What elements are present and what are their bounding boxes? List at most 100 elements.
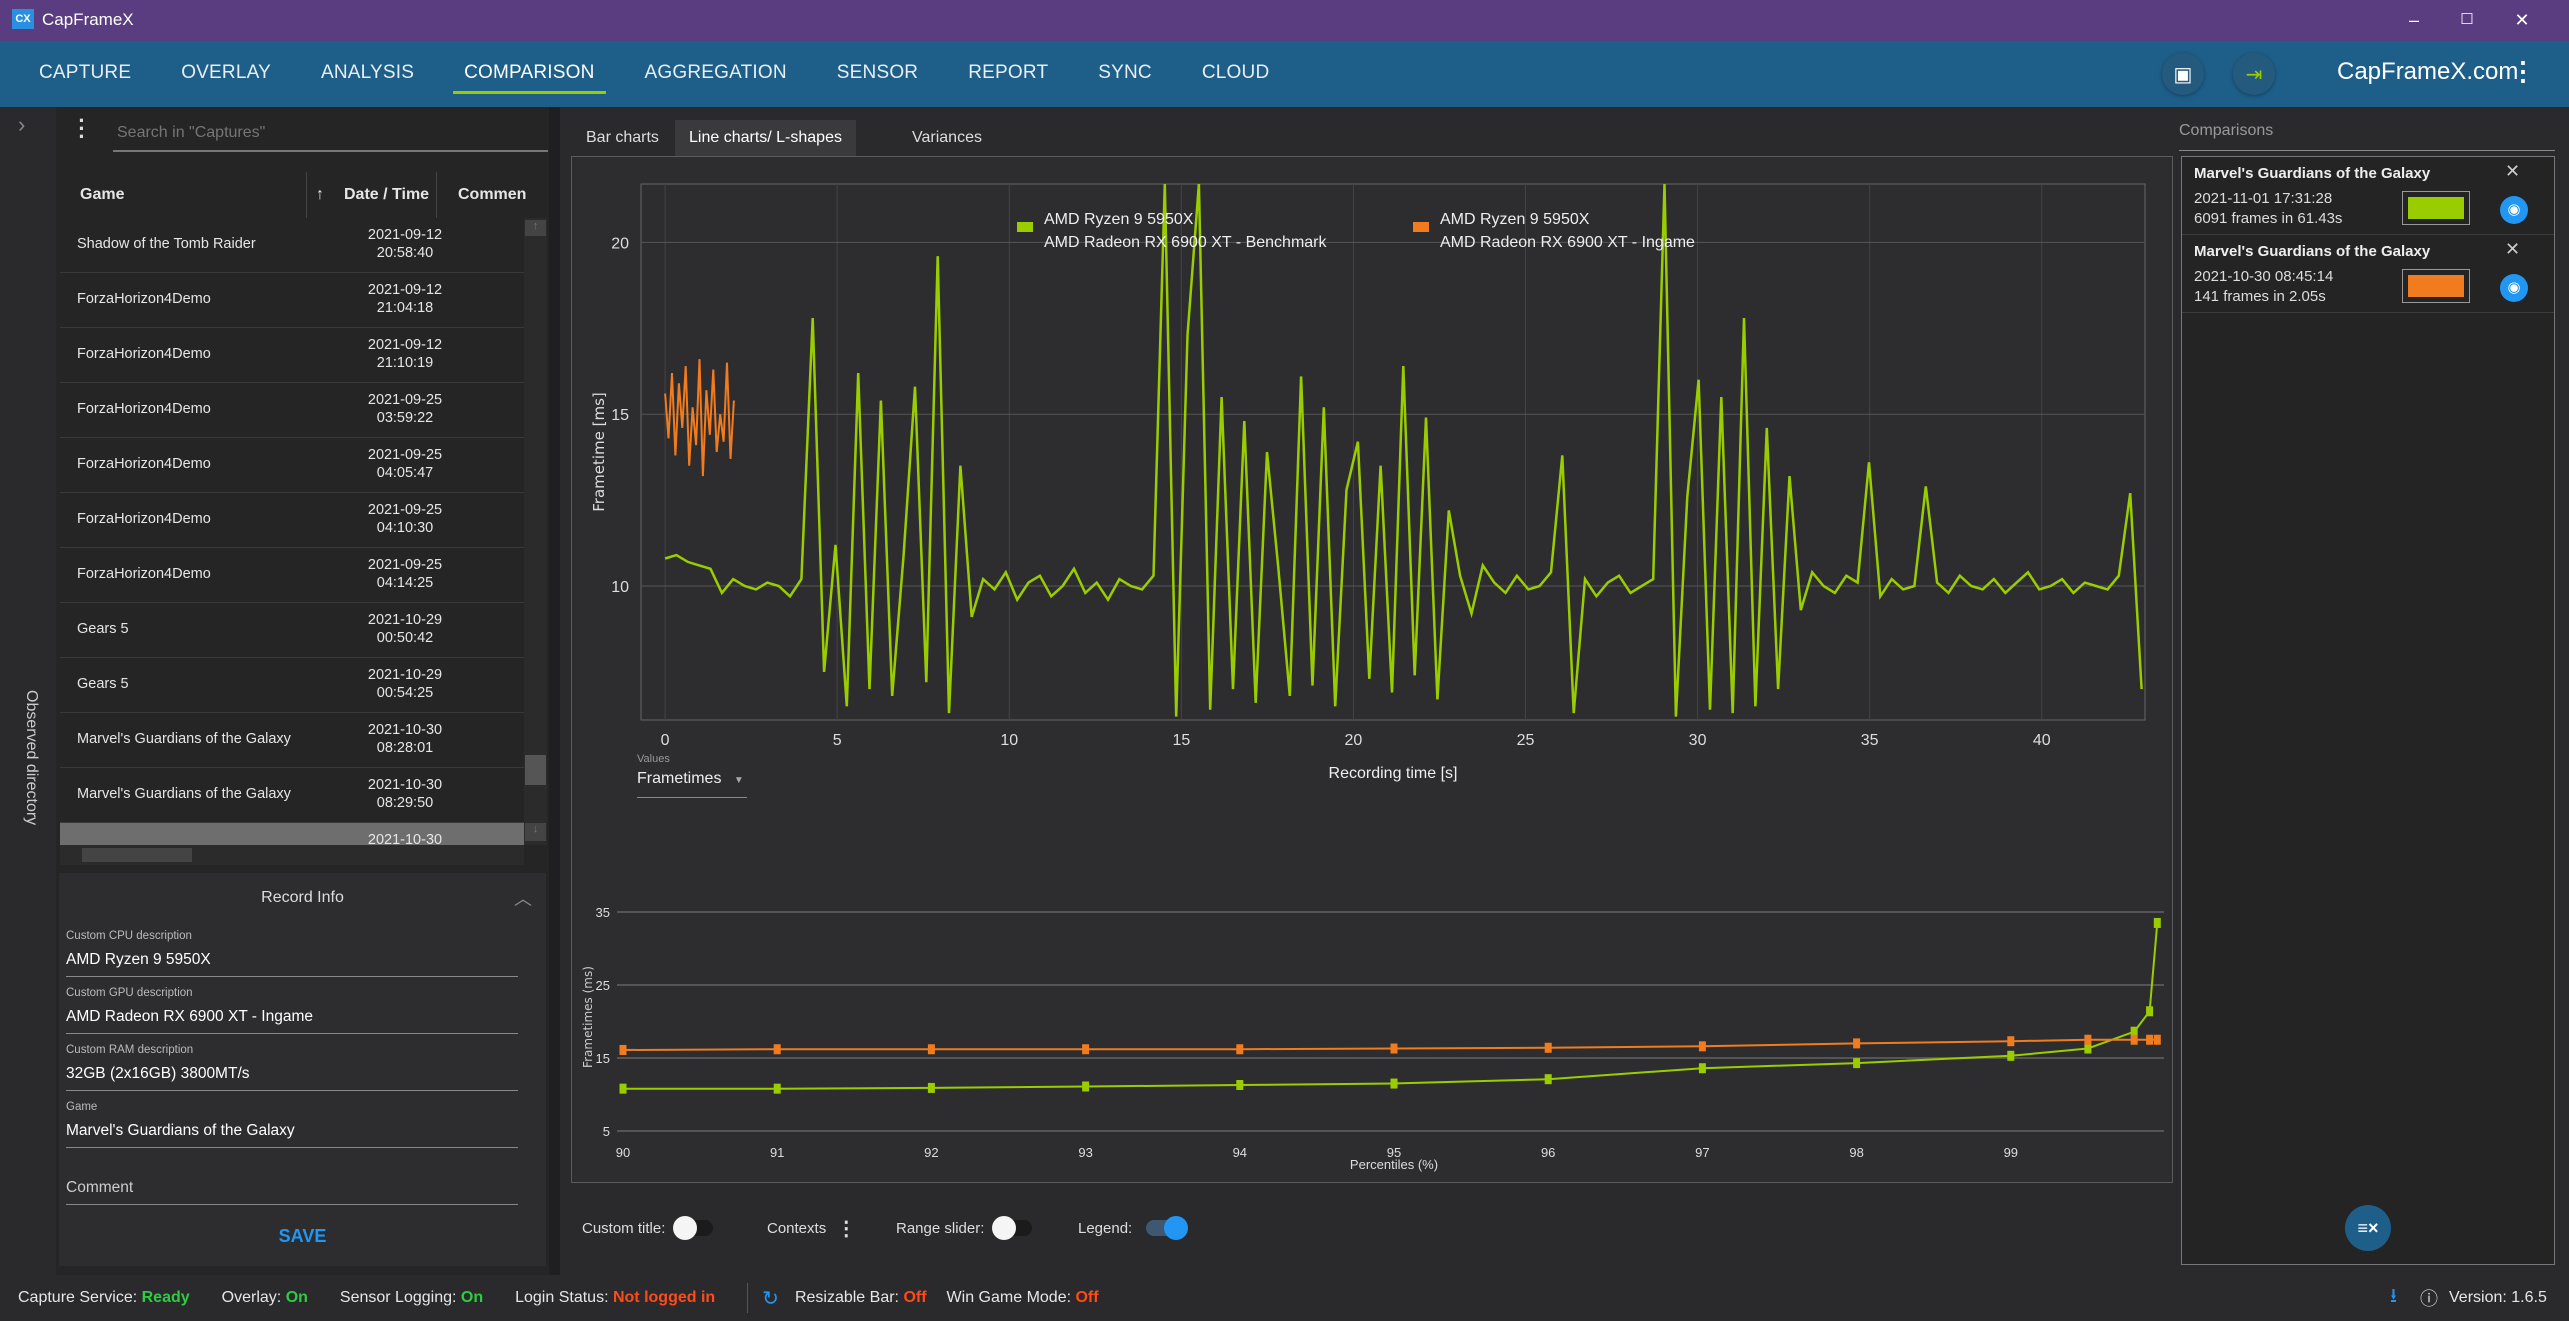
scroll-up-icon[interactable]: ↑: [525, 220, 546, 236]
nav-capture[interactable]: CAPTURE: [39, 62, 132, 83]
search-options-icon[interactable]: · · ·: [78, 108, 86, 149]
comment-field[interactable]: Comment: [66, 1179, 134, 1196]
remove-icon[interactable]: ✕: [2505, 161, 2521, 181]
row-datetime: 2021-10-30: [350, 831, 460, 849]
percentile-point-benchmark: [1082, 1081, 1090, 1092]
tab-variances[interactable]: Variances: [912, 129, 982, 146]
nav-aggregation[interactable]: AGGREGATION: [644, 62, 787, 83]
version-info: Version: 1.6.5: [2449, 1289, 2547, 1307]
comparison-datetime: 2021-11-01 17:31:28: [2194, 190, 2333, 207]
table-row[interactable]: Shadow of the Tomb Raider 2021-09-12 20:58…: [60, 218, 524, 273]
visibility-eye-icon[interactable]: ◉: [2500, 274, 2528, 302]
y-axis-title: Frametimes (ms): [581, 966, 595, 1068]
table-row[interactable]: ForzaHorizon4Demo 2021-09-25 04:14:25: [60, 548, 524, 603]
scroll-down-icon[interactable]: ↓: [525, 823, 546, 841]
table-row[interactable]: ForzaHorizon4Demo 2021-09-12 21:10:19: [60, 328, 524, 383]
scrollbar-thumb[interactable]: [525, 755, 546, 785]
tab-line-charts[interactable]: Line charts/ L-shapes: [675, 120, 856, 156]
series-line-ingame: [664, 359, 735, 477]
nav-overlay[interactable]: OVERLAY: [181, 62, 271, 83]
range-slider-toggle[interactable]: [992, 1216, 1033, 1240]
clear-comparisons-button[interactable]: ≡×: [2345, 1205, 2391, 1251]
comparison-item[interactable]: Marvel's Guardians of the Galaxy 2021-11…: [2182, 157, 2554, 235]
row-time: 03:59:22: [376, 410, 434, 426]
x-tick-label: 94: [1233, 1145, 1247, 1160]
table-row[interactable]: ForzaHorizon4Demo 2021-09-12 21:04:18: [60, 273, 524, 328]
tab-bar-charts[interactable]: Bar charts: [586, 129, 659, 146]
screenshot-gallery-button[interactable]: ▣: [2162, 53, 2204, 95]
nav-sync[interactable]: SYNC: [1098, 62, 1152, 83]
more-vert-icon[interactable]: ⋮: [2510, 56, 2536, 86]
download-update-icon[interactable]: ⭳: [2390, 1285, 2397, 1307]
row-game: ForzaHorizon4Demo: [77, 291, 211, 307]
maximize-button[interactable]: ☐: [2460, 11, 2474, 28]
status-value: On: [285, 1289, 308, 1306]
chevron-right-icon[interactable]: ›: [18, 112, 26, 137]
game-field[interactable]: Marvel's Guardians of the Galaxy: [66, 1122, 295, 1139]
save-button[interactable]: SAVE: [278, 1226, 327, 1246]
values-dropdown[interactable]: Frametimes ▼: [637, 770, 747, 798]
minimize-button[interactable]: –: [2408, 10, 2419, 30]
nav-sensor[interactable]: SENSOR: [836, 62, 919, 83]
percentile-point-ingame: [1544, 1042, 1552, 1053]
chevron-up-icon[interactable]: ︿: [514, 889, 532, 909]
captures-search-input[interactable]: [113, 116, 548, 152]
login-button[interactable]: ⇥: [2233, 53, 2275, 95]
row-date: 2021-09-25: [367, 392, 443, 408]
column-divider[interactable]: [436, 172, 437, 218]
nav-cloud[interactable]: CLOUD: [1201, 62, 1270, 83]
table-row[interactable]: Gears 5 2021-10-29 00:54:25: [60, 658, 524, 713]
observed-directory-toggle[interactable]: Observed directory: [23, 690, 40, 826]
frametime-chart: 0 5 10 15 20 25 30 35 40 10 15 20 Recording time [s]…: [590, 183, 2146, 782]
nav-report[interactable]: REPORT: [968, 62, 1049, 83]
record-info-panel: Record Info ︿ Custom CPU description AMD…: [59, 873, 546, 1266]
legend-toggle[interactable]: [1146, 1216, 1189, 1240]
column-game[interactable]: Game: [80, 186, 125, 203]
info-icon[interactable]: ⓘ: [2420, 1289, 2438, 1309]
row-datetime: 2021-09-25 04:14:25: [350, 556, 460, 592]
percentile-point-ingame: [2153, 1034, 2161, 1045]
comparison-game: Marvel's Guardians of the Galaxy: [2194, 165, 2431, 182]
contexts-menu-icon[interactable]: ⋮: [836, 1217, 857, 1240]
table-row[interactable]: Gears 5 2021-10-29 00:50:42: [60, 603, 524, 658]
comparison-datetime: 2021-10-30 08:45:14: [2194, 268, 2334, 285]
remove-icon[interactable]: ✕: [2505, 239, 2521, 259]
table-row[interactable]: ForzaHorizon4Demo 2021-09-25 04:10:30: [60, 493, 524, 548]
status-value: Not logged in: [612, 1289, 716, 1306]
column-comment[interactable]: Commen: [458, 186, 527, 203]
ram-field[interactable]: 32GB (2x16GB) 3800MT/s: [66, 1065, 250, 1082]
y-tick-label: 35: [596, 905, 610, 920]
y-tick-label: 15: [611, 407, 629, 424]
percentile-point-benchmark: [2146, 1006, 2154, 1017]
capframex-website-link[interactable]: CapFrameX.com: [2337, 58, 2519, 85]
capture-service-status: Capture Service: Ready: [18, 1289, 190, 1307]
cpu-field[interactable]: AMD Ryzen 9 5950X: [66, 951, 211, 968]
table-row[interactable]: Marvel's Guardians of the Galaxy 2021-10-…: [60, 713, 524, 768]
color-picker-swatch[interactable]: [2402, 269, 2470, 303]
close-button[interactable]: ✕: [2514, 10, 2530, 30]
scrollbar-thumb[interactable]: [82, 848, 192, 862]
captures-vertical-scrollbar[interactable]: ↑ ↓: [524, 218, 547, 845]
table-row[interactable]: Marvel's Guardians of the Galaxy 2021-10-…: [60, 768, 524, 823]
gpu-field[interactable]: AMD Radeon RX 6900 XT - Ingame: [66, 1008, 313, 1025]
column-date-time[interactable]: Date / Time: [344, 186, 430, 203]
record-info-title: Record Info: [261, 889, 344, 906]
nav-analysis[interactable]: ANALYSIS: [320, 62, 415, 83]
app-title: CapFrameX: [42, 10, 134, 29]
dropdown-arrow-icon: ▼: [733, 775, 744, 786]
column-divider[interactable]: [306, 172, 307, 218]
row-time: 00:50:42: [376, 630, 434, 646]
table-row[interactable]: ForzaHorizon4Demo 2021-09-25 03:59:22: [60, 383, 524, 438]
table-row[interactable]: ForzaHorizon4Demo 2021-09-25 04:05:47: [60, 438, 524, 493]
row-datetime: 2021-09-12 21:04:18: [350, 281, 460, 317]
nav-comparison[interactable]: COMPARISON: [439, 41, 619, 107]
y-tick-label: 10: [611, 579, 629, 596]
captures-horizontal-scrollbar[interactable]: [60, 845, 524, 865]
refresh-icon[interactable]: ↻: [762, 1287, 779, 1310]
custom-title-toggle[interactable]: [673, 1216, 714, 1240]
visibility-eye-icon[interactable]: ◉: [2500, 196, 2528, 224]
x-tick-label: 90: [616, 1145, 630, 1160]
comparison-item[interactable]: Marvel's Guardians of the Galaxy 2021-10…: [2182, 235, 2554, 313]
color-picker-swatch[interactable]: [2402, 191, 2470, 225]
row-date: 2021-09-12: [367, 282, 443, 298]
